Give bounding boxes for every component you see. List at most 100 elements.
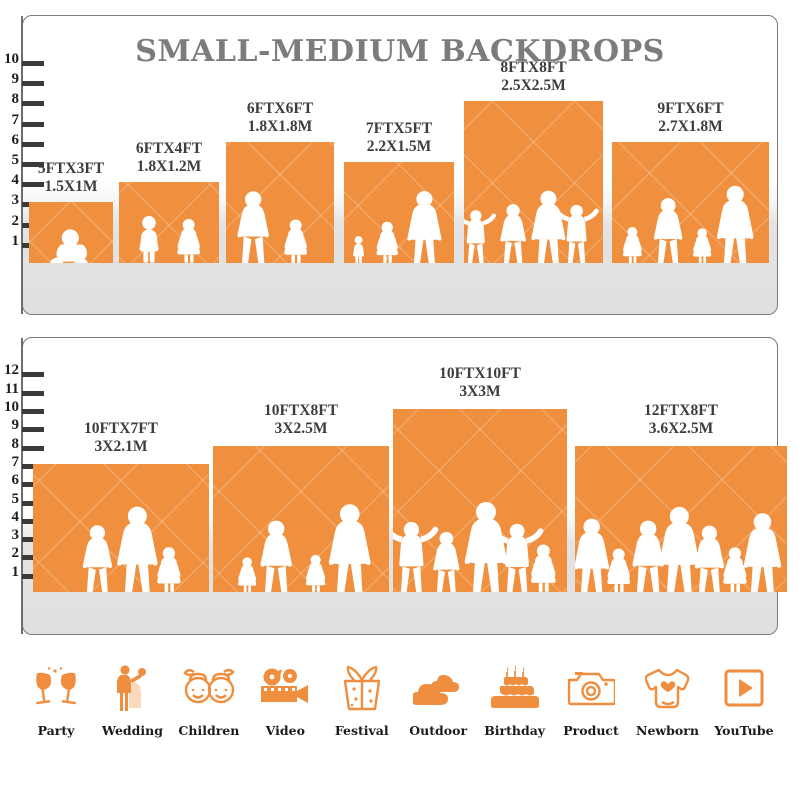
bar-label-chart1-8ftx8ft: 8FTX8FT 2.5X2.5M bbox=[442, 59, 625, 95]
y-tick-label-chart2-12: 12 bbox=[4, 362, 19, 379]
people-silhouettes bbox=[29, 202, 113, 263]
y-tick-label-chart1-7: 7 bbox=[11, 111, 20, 128]
y-tick-chart1-7: 7 bbox=[12, 112, 44, 127]
people-silhouettes bbox=[213, 446, 389, 592]
bar-label-ft: 8FTX8FT bbox=[500, 59, 567, 77]
y-tick-label-chart2-7: 7 bbox=[11, 453, 20, 470]
y-tick-label-chart1-2: 2 bbox=[11, 212, 20, 229]
bar-chart1-9ftx6ft bbox=[612, 141, 769, 263]
y-tick-label-chart2-8: 8 bbox=[11, 435, 20, 452]
y-tick-label-chart1-10: 10 bbox=[4, 51, 19, 67]
use-case-label: Party bbox=[37, 723, 75, 738]
bar-label-chart2-10ftx7ft: 10FTX7FT 3X2.1M bbox=[13, 420, 229, 456]
children-faces-icon bbox=[182, 660, 236, 716]
use-case-label: Newborn bbox=[636, 723, 699, 738]
people-silhouettes bbox=[344, 162, 454, 263]
y-tick-label-chart2-10: 10 bbox=[4, 399, 19, 415]
bar-label-chart1-5ftx3ft: 5FTX3FT 1.5X1M bbox=[7, 160, 135, 196]
people-silhouettes bbox=[33, 464, 209, 592]
y-tick-chart2-10: 10 bbox=[4, 400, 44, 415]
use-case-video[interactable]: Video bbox=[247, 660, 323, 738]
use-case-outdoor[interactable]: Outdoor bbox=[400, 660, 476, 738]
bar-label-m: 2.7X1.8M bbox=[658, 117, 723, 135]
use-case-youtube[interactable]: YouTube bbox=[706, 660, 782, 738]
use-case-newborn[interactable]: Newborn bbox=[630, 660, 706, 738]
y-tick-chart1-6: 6 bbox=[12, 132, 44, 147]
people-silhouettes bbox=[226, 142, 334, 263]
bar-label-chart1-9ftx6ft: 9FTX6FT 2.7X1.8M bbox=[590, 100, 791, 136]
y-tick-label-chart1-1: 1 bbox=[11, 232, 20, 249]
y-tick-chart1-10: 10 bbox=[4, 52, 44, 67]
bar-label-ft: 10FTX7FT bbox=[83, 419, 159, 437]
bar-chart1-8ftx8ft bbox=[464, 101, 603, 263]
bar-label-m: 2.2X1.5M bbox=[366, 137, 432, 155]
y-tick-label-chart2-5: 5 bbox=[11, 490, 20, 507]
use-case-festival[interactable]: Festival bbox=[324, 660, 400, 738]
use-case-label: Video bbox=[265, 723, 305, 738]
y-tick-chart2-11: 11 bbox=[5, 381, 44, 396]
y-tick-label-chart1-9: 9 bbox=[11, 71, 20, 88]
bar-chart1-5ftx3ft bbox=[29, 202, 113, 263]
y-tick-label-chart1-5: 5 bbox=[11, 152, 20, 168]
baby-onesie-icon bbox=[644, 660, 691, 716]
y-tick-chart2-12: 12 bbox=[4, 363, 44, 378]
bar-chart2-10ftx10ft bbox=[393, 409, 567, 592]
people-silhouettes bbox=[612, 142, 769, 263]
people-silhouettes bbox=[464, 101, 603, 263]
backdrop-size-chart-large: 12 11 10 9 8 7 6 5 4 3 2 1 10FTX7FT 3X2.1M bbox=[4, 337, 787, 635]
bar-label-m: 3X2.1M bbox=[94, 437, 148, 455]
y-tick-chart1-8: 8 bbox=[12, 92, 44, 107]
wedding-couple-icon bbox=[112, 660, 152, 716]
bar-chart1-6ftx6ft bbox=[226, 141, 334, 263]
bar-label-m: 3.6X2.5M bbox=[648, 419, 714, 437]
use-case-label: Birthday bbox=[484, 723, 546, 738]
use-case-birthday[interactable]: Birthday bbox=[477, 660, 553, 738]
bar-label-chart2-10ftx8ft: 10FTX8FT 3X2.5M bbox=[193, 402, 409, 438]
bar-label-ft: 10FTX10FT bbox=[439, 365, 521, 382]
people-silhouettes bbox=[393, 409, 567, 592]
bar-chart2-12ftx8ft bbox=[575, 445, 787, 592]
bar-label-ft: 7FTX5FT bbox=[365, 120, 433, 137]
bar-label-chart2-10ftx10ft: 10FTX10FT 3X3M bbox=[373, 365, 587, 401]
use-case-party[interactable]: Party bbox=[18, 660, 94, 738]
camera-icon bbox=[567, 660, 616, 716]
bar-label-m: 1.5X1M bbox=[44, 178, 98, 196]
play-button-icon bbox=[722, 660, 766, 716]
use-case-product[interactable]: Product bbox=[553, 660, 629, 738]
page-title: SMALL-MEDIUM BACKDROPS bbox=[135, 34, 665, 69]
bar-label-m: 1.8X1.2M bbox=[136, 158, 202, 176]
y-tick-chart2-8: 8 bbox=[12, 436, 44, 451]
bar-chart2-10ftx7ft bbox=[33, 463, 209, 592]
bar-label-m: 2.5X2.5M bbox=[501, 77, 566, 95]
y-tick-label-chart2-4: 4 bbox=[11, 508, 20, 525]
gift-box-icon bbox=[337, 660, 387, 716]
bar-label-ft: 6FTX6FT bbox=[246, 99, 314, 117]
bar-chart1-6ftx4ft bbox=[119, 182, 219, 263]
y-tick-label-chart2-1: 1 bbox=[11, 563, 20, 580]
use-case-label: Children bbox=[178, 723, 240, 738]
champagne-glasses-icon bbox=[33, 660, 79, 716]
use-case-label: Outdoor bbox=[409, 723, 468, 738]
y-tick-chart2-9: 9 bbox=[12, 418, 44, 433]
y-tick-label-chart2-2: 2 bbox=[11, 545, 20, 562]
bar-chart1-7ftx5ft bbox=[344, 162, 454, 263]
use-case-children[interactable]: Children bbox=[171, 660, 247, 738]
y-tick-label-chart2-11: 11 bbox=[4, 380, 19, 397]
bar-label-ft: 5FTX3FT bbox=[37, 160, 105, 178]
y-tick-chart1-9: 9 bbox=[12, 72, 44, 87]
y-tick-label-chart1-3: 3 bbox=[11, 192, 20, 209]
movie-camera-icon bbox=[259, 660, 311, 716]
use-case-icon-row: Party Wedding Children bbox=[18, 660, 782, 738]
bar-label-ft: 9FTX6FT bbox=[657, 99, 724, 117]
bar-chart2-10ftx8ft bbox=[213, 445, 389, 592]
y-tick-label-chart2-9: 9 bbox=[11, 417, 20, 434]
bar-label-m: 3X3M bbox=[459, 382, 501, 400]
y-tick-label-chart1-8: 8 bbox=[11, 91, 20, 108]
use-case-wedding[interactable]: Wedding bbox=[94, 660, 170, 738]
birthday-cake-icon bbox=[490, 660, 539, 716]
y-tick-label-chart2-6: 6 bbox=[11, 472, 20, 489]
use-case-label: Wedding bbox=[101, 723, 163, 738]
bar-label-chart1-7ftx5ft: 7FTX5FT 2.2X1.5M bbox=[322, 120, 476, 156]
people-silhouettes bbox=[575, 446, 787, 592]
use-case-label: Product bbox=[563, 723, 619, 738]
